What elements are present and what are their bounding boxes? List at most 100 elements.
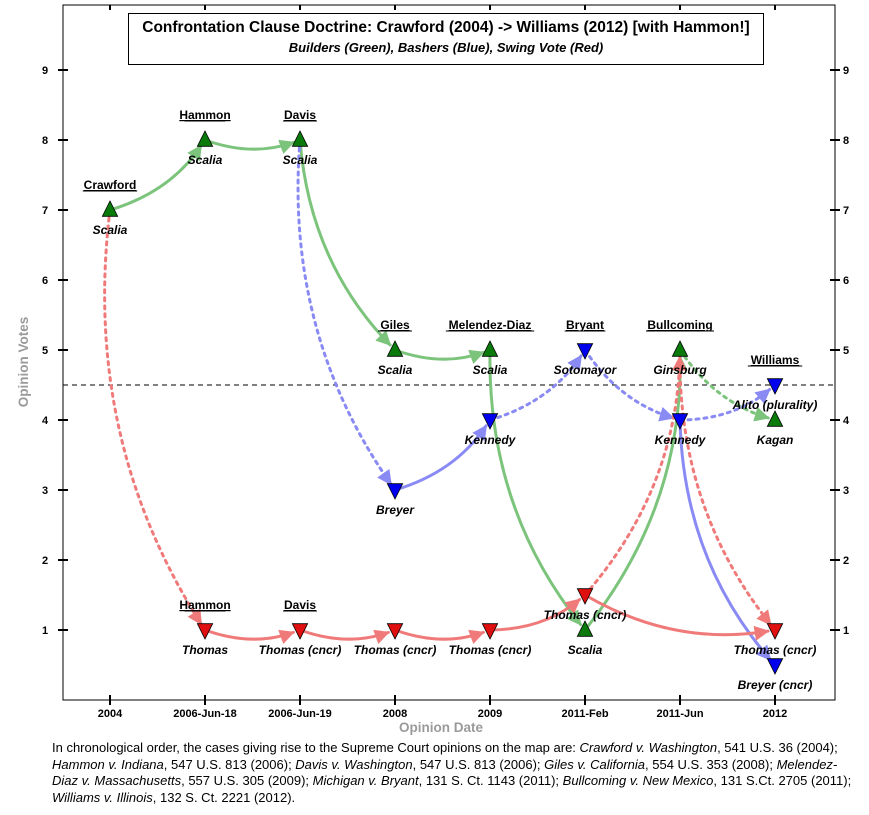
case-label: Davis [284,108,316,122]
chart-title: Confrontation Clause Doctrine: Crawford … [142,19,750,36]
bashers-arrow [488,354,583,422]
justice-label: Scalia [283,153,318,167]
data-marker [481,623,499,640]
x-axis-title: Opinion Date [399,720,483,735]
data-marker [671,340,689,357]
case-label: Williams [751,353,800,367]
data-marker [766,623,784,640]
y-tick-label: 8 [42,135,48,147]
caption-intro: In chronological order, the cases giving… [52,740,580,755]
justice-label: Kennedy [655,433,707,447]
x-axis: 2004 2006-Jun-18 2006-Jun-19 2008 2009 2011-F… [98,5,787,720]
data-marker [196,623,214,640]
swing-arrow [488,598,582,632]
case-label: Melendez-Diaz [449,318,532,332]
data-marker [196,130,214,147]
y-tick-label: 4 [843,415,850,427]
case-name: Crawford v. Washington [579,740,718,755]
data-marker [386,340,404,357]
swing-arrow [678,348,773,627]
case-label: Bryant [566,318,604,332]
justice-label: Thomas [182,643,228,657]
case-cite: , 554 U.S. 353 (2008); [645,756,777,772]
y-tick-label: 1 [843,625,849,637]
builders-arrow [488,348,583,627]
case-cite: , 132 S. Ct. 2221 (2012). [152,789,296,805]
x-tick-label: 2008 [383,708,407,720]
y-tick-label: 5 [42,345,48,357]
bashers-arrow [583,348,675,422]
case-cite: , 547 U.S. 813 (2006); [163,756,296,772]
case-label: Giles [380,318,410,332]
bashers-arrow [678,388,772,422]
data-marker [576,620,594,637]
case-label: Davis [284,598,316,612]
builders-arrow [108,144,203,212]
y-tick-label: 4 [42,415,49,427]
case-cite: , 541 U.S. 36 (2004); [717,740,838,755]
chart-title-box: Confrontation Clause Doctrine: Crawford … [128,13,764,65]
x-tick-label: 2006-Jun-18 [173,708,237,720]
case-label: Bullcoming [647,318,712,332]
case-cite: , 131 S.Ct. 2705 (2011); [713,773,852,788]
builders-arrow [393,348,485,364]
data-marker [481,413,499,430]
swing-arrow [583,593,770,641]
builders-arrow [203,138,295,154]
x-tick-label: 2011-Jun [656,708,703,720]
y-tick-label: 5 [843,345,849,357]
y-axis-left: 1 2 3 4 5 6 7 8 9 [42,65,68,637]
y-tick-label: 1 [42,625,48,637]
plot-frame [62,4,836,701]
data-marker [576,343,594,360]
justice-label: Scalia [568,643,603,657]
justice-label: Thomas (cncr) [449,643,532,657]
y-tick-label: 2 [42,555,48,567]
y-axis-title: Opinion Votes [16,317,31,408]
justice-label: Scalia [93,223,128,237]
y-tick-label: 6 [42,275,48,287]
data-marker [386,483,404,500]
justice-label: Thomas (cncr) [354,643,437,657]
x-tick-label: 2012 [763,708,787,720]
data-markers [101,130,784,675]
justice-label: Breyer [376,503,415,517]
justice-label: Breyer (cncr) [738,678,813,692]
swing-arrow [103,208,203,626]
data-marker [576,588,594,605]
y-tick-label: 3 [843,485,849,497]
x-tick-label: 2011-Feb [561,708,608,720]
case-label: Hammon [179,108,230,122]
y-tick-label: 7 [42,205,48,217]
bashers-arrow [393,424,488,492]
case-cite: , 131 S. Ct. 1143 (2011); [418,773,563,788]
y-tick-label: 9 [843,65,849,77]
data-marker [766,378,784,395]
y-tick-label: 8 [843,135,849,147]
data-marker [291,623,309,640]
y-tick-label: 6 [843,275,849,287]
case-name: Hammon v. Indiana [52,756,164,772]
bashers-arrow [296,138,393,486]
y-tick-label: 2 [843,555,849,567]
chart: 1 2 3 4 5 6 7 8 9 1 2 3 4 5 6 7 8 9 2004 2006-Jun-18 2006-… [16,4,850,735]
y-tick-label: 9 [42,65,48,77]
justice-label: Scalia [378,363,413,377]
y-axis-right: 1 2 3 4 5 6 7 8 9 [830,65,850,637]
data-marker [671,413,689,430]
justice-label: Thomas (cncr) [544,608,627,622]
data-marker [291,130,309,147]
y-tick-label: 7 [843,205,849,217]
data-marker [481,340,499,357]
curved-arrows [103,138,773,662]
swing-arrow [393,628,485,644]
data-marker [766,658,784,675]
swing-arrow [203,628,295,644]
justice-label: Kennedy [465,433,517,447]
swing-arrow [583,355,687,597]
justice-label: Thomas (cncr) [734,643,817,657]
data-marker [386,623,404,640]
data-marker [766,410,784,427]
case-name: Bullcoming v. New Mexico [562,773,714,788]
case-name: Davis v. Washington [295,756,413,772]
